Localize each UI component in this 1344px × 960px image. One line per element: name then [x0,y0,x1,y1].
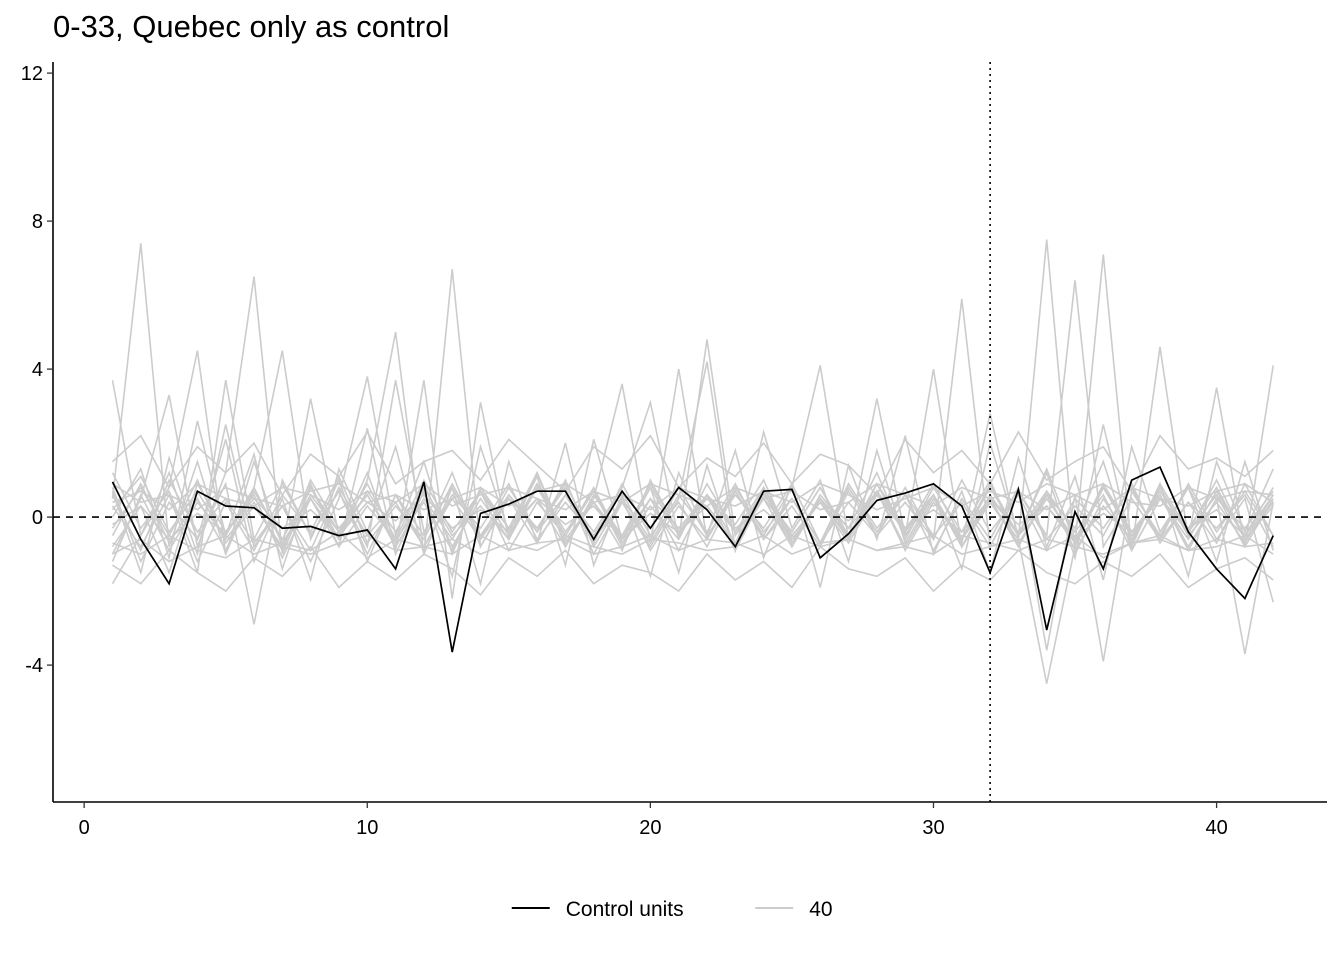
placebo-line-20 [112,545,1274,596]
axes: -4 0 4 8 12 0 10 20 30 40 [21,62,1327,839]
placebo-line-13 [111,478,1274,553]
chart-title: 0-33, Quebec only as control [53,9,450,44]
y-tick-label: 12 [21,63,43,85]
placebo-line-15 [112,534,1274,559]
reference-lines [53,62,1327,802]
placebo-line-22 [111,435,1274,588]
x-tick-label: 0 [79,817,90,839]
placebo-line-21 [111,420,1274,580]
x-tick-label: 40 [1205,817,1227,839]
y-tick-label: 0 [32,507,43,529]
y-tick-label: -4 [25,655,43,677]
placebo-lines [111,239,1274,684]
x-tick-label: 30 [922,817,944,839]
x-tick-label: 10 [356,817,378,839]
legend-item-2: 40 [755,898,833,921]
legend: Control units 40 [511,898,833,921]
control-units-line [111,465,1274,653]
placebo-line-1 [111,376,1274,564]
y-tick-label: 4 [32,359,43,381]
legend-label: Control units [566,898,684,921]
legend-item-1: Control units [511,898,684,921]
y-tick-label: 8 [32,211,43,233]
x-tick-label: 20 [639,817,661,839]
control-line-layer [111,465,1274,653]
placebo-line-19 [111,430,1274,497]
legend-label: 40 [809,898,832,921]
placebo-line-11 [111,472,1274,564]
placebo-line-17 [112,482,1274,511]
